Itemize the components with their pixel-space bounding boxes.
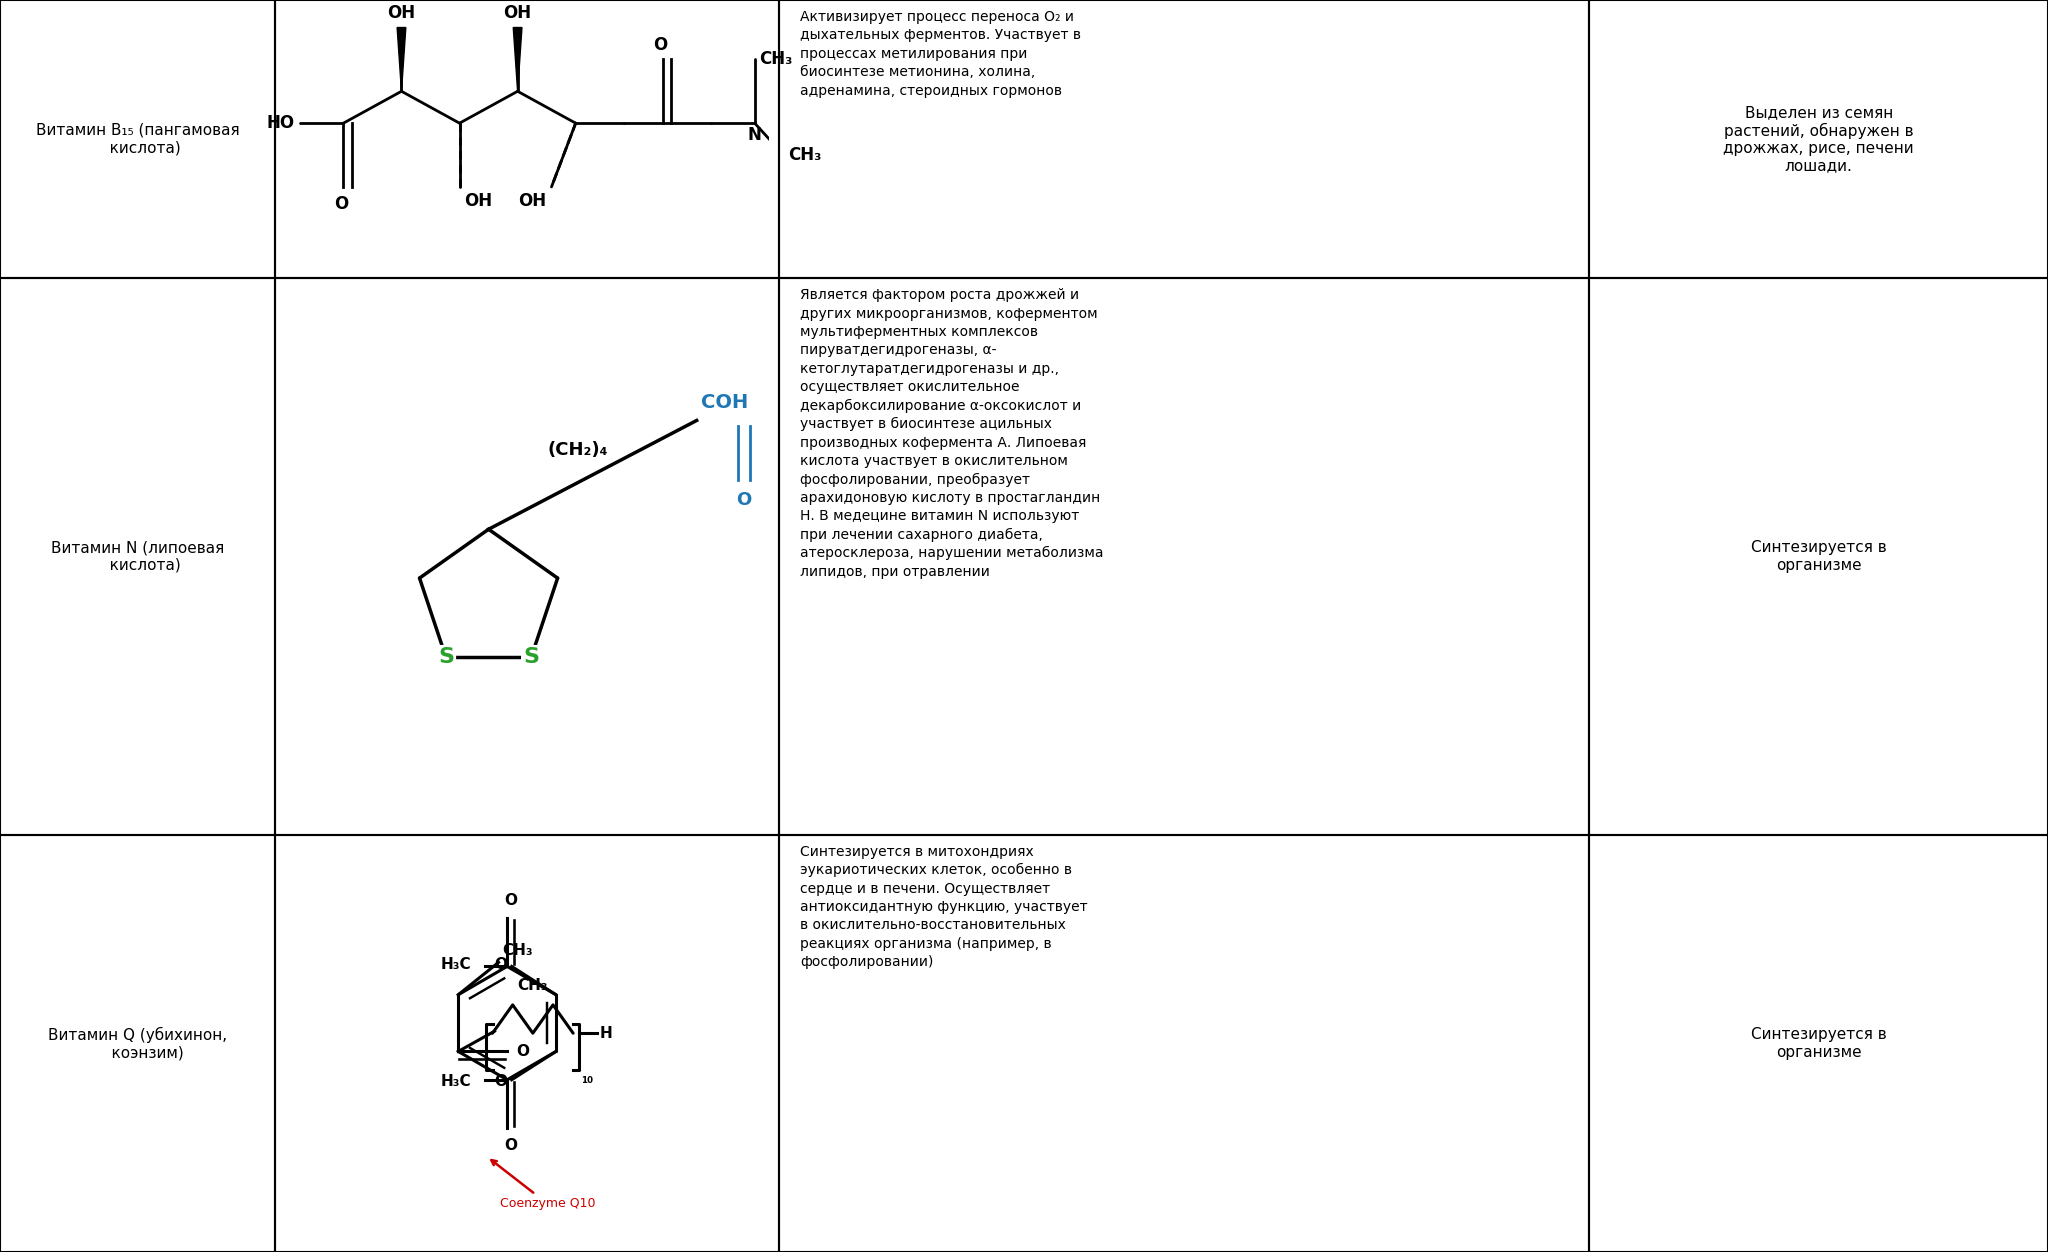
Text: CH₃: CH₃ — [760, 50, 793, 69]
Polygon shape — [514, 28, 522, 91]
Text: Coenzyme Q10: Coenzyme Q10 — [492, 1161, 596, 1211]
Bar — [1589, 835, 2048, 1252]
Text: CH₃: CH₃ — [502, 943, 532, 958]
Bar — [274, 278, 780, 835]
Text: Является фактором роста дрожжей и
других микроорганизмов, коферментом
мультиферм: Является фактором роста дрожжей и других… — [801, 288, 1104, 578]
Text: ₁₀: ₁₀ — [582, 1072, 594, 1085]
Text: CH₃: CH₃ — [788, 146, 821, 164]
Text: Синтезируется в
организме: Синтезируется в организме — [1751, 541, 1886, 572]
Bar — [274, 0, 780, 278]
Text: H: H — [600, 1025, 612, 1040]
Bar — [0, 835, 274, 1252]
Text: O: O — [496, 1074, 508, 1089]
Text: O: O — [496, 957, 508, 972]
Text: OH: OH — [518, 193, 547, 210]
Bar — [780, 278, 1589, 835]
Text: Синтезируется в митохондриях
эукариотических клеток, особенно в
сердце и в печен: Синтезируется в митохондриях эукариотиче… — [801, 845, 1087, 969]
Text: Витамин Q (убихинон,
    коэнзим): Витамин Q (убихинон, коэнзим) — [47, 1027, 227, 1060]
Bar — [1589, 0, 2048, 278]
Polygon shape — [397, 28, 406, 91]
Text: H₃C: H₃C — [440, 957, 471, 972]
Text: OH: OH — [387, 4, 416, 23]
Text: O: O — [653, 36, 668, 54]
Text: H₃C: H₃C — [440, 1074, 471, 1089]
Bar — [0, 278, 274, 835]
Text: CH₃: CH₃ — [518, 978, 549, 993]
Text: OH: OH — [504, 4, 532, 23]
Text: O: O — [735, 491, 752, 510]
Text: Витамин B₁₅ (пангамовая
   кислота): Витамин B₁₅ (пангамовая кислота) — [35, 123, 240, 155]
Bar — [780, 0, 1589, 278]
Text: Витамин N (липоевая
   кислота): Витамин N (липоевая кислота) — [51, 541, 223, 572]
Text: O: O — [334, 195, 348, 213]
Text: HO: HO — [266, 114, 295, 133]
Text: OH: OH — [465, 193, 492, 210]
Text: Синтезируется в
организме: Синтезируется в организме — [1751, 1027, 1886, 1059]
Bar — [0, 0, 274, 278]
Text: Активизирует процесс переноса О₂ и
дыхательных ферментов. Участвует в
процессах : Активизирует процесс переноса О₂ и дыхат… — [801, 10, 1081, 98]
Text: O: O — [516, 1044, 530, 1059]
Text: (CH₂)₄: (CH₂)₄ — [549, 441, 608, 458]
Text: N: N — [748, 126, 762, 144]
Text: O: O — [504, 893, 518, 908]
Text: COH: COH — [702, 393, 750, 412]
Text: Выделен из семян
растений, обнаружен в
дрожжах, рисе, печени
лошади.: Выделен из семян растений, обнаружен в д… — [1724, 105, 1915, 174]
Text: S: S — [522, 647, 539, 667]
Bar — [274, 835, 780, 1252]
Bar — [1589, 278, 2048, 835]
Text: O: O — [504, 1138, 518, 1153]
Text: S: S — [438, 647, 455, 667]
Bar — [780, 835, 1589, 1252]
